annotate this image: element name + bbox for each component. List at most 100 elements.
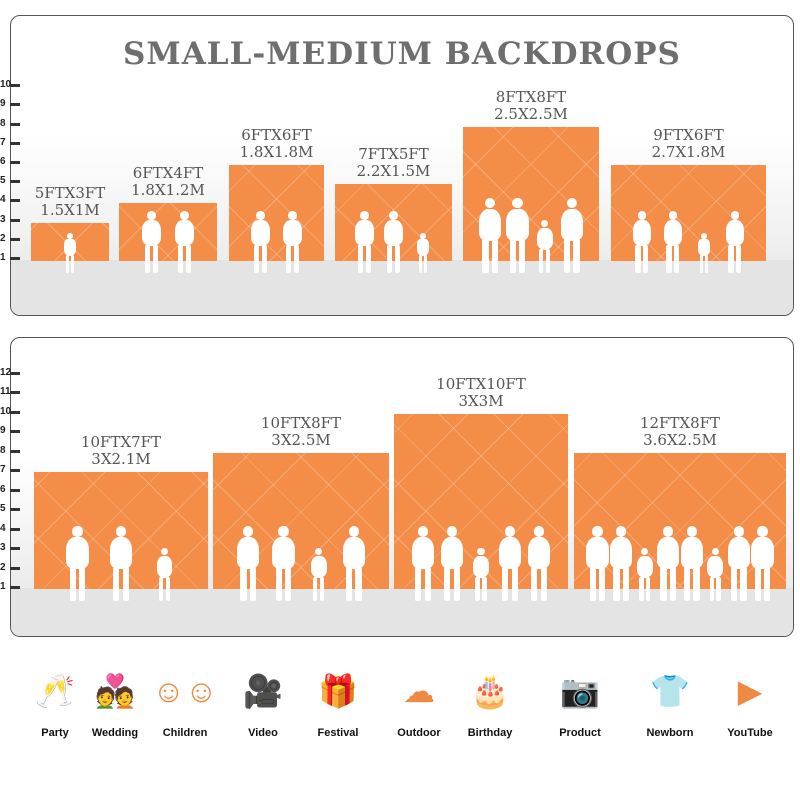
size-meters: 1.8X1.8M [239, 143, 314, 161]
person-silhouette [727, 526, 751, 601]
size-feet: 6FTX6FT [241, 126, 312, 144]
backdrop-size-label: 8FTX8FT 2.5X2.5M [453, 88, 609, 123]
person-silhouette [632, 211, 652, 273]
tick-label: 9 [0, 425, 6, 436]
person-silhouette [663, 211, 683, 273]
person-silhouette [725, 211, 745, 273]
size-feet: 5FTX3FT [34, 183, 106, 202]
backdrop-size-box [574, 452, 786, 601]
tick-label: 2 [0, 561, 6, 573]
panel-title: SMALL-MEDIUM BACKDROPS [123, 36, 681, 72]
tick-label: 5 [0, 175, 6, 187]
tick-label: 3 [0, 213, 6, 225]
tick-label: 1 [0, 581, 6, 592]
usage-label: YouTube [727, 727, 773, 739]
height-tick: 3 [0, 213, 20, 225]
cheers-glasses-icon: 🥂 [35, 673, 75, 709]
person-silhouette [272, 526, 295, 601]
size-feet: 9FTX6FT [653, 126, 724, 144]
size-meters: 2.7X1.8M [651, 143, 726, 161]
size-feet: 10FTX10FT [436, 374, 526, 393]
backdrop-size-box [213, 452, 389, 601]
person-silhouette [440, 526, 464, 601]
person-silhouette [707, 548, 724, 601]
tick-label: 4 [0, 194, 6, 206]
usage-party: 🥂 Party [20, 665, 90, 739]
tick-label: 4 [0, 522, 6, 534]
person-silhouette [310, 548, 327, 601]
tick-label: 12 [0, 366, 12, 378]
tick-label: 7 [0, 136, 6, 148]
height-tick: 7 [0, 136, 20, 148]
person-silhouette [506, 197, 529, 273]
children-faces-icon: ☺☺ [152, 673, 218, 709]
height-tick: 5 [0, 503, 20, 514]
person-silhouette [609, 526, 633, 601]
size-feet: 10FTX8FT [260, 413, 342, 432]
person-silhouette [175, 210, 194, 273]
usage-label: Outdoor [397, 727, 441, 739]
person-silhouette [698, 233, 710, 273]
size-feet: 7FTX5FT [358, 145, 429, 164]
cloud-icon: ☁ [403, 673, 435, 709]
backdrop-size-label: 10FTX10FT 3X3M [384, 374, 578, 410]
size-meters: 1.5X1M [40, 200, 100, 219]
tick-label: 5 [0, 503, 6, 514]
person-silhouette [751, 526, 774, 601]
backdrop-size-box [34, 472, 208, 601]
backdrop-size-box [394, 413, 568, 601]
height-tick: 6 [0, 157, 20, 167]
large-backdrops-panel: 10FTX7FT 3X2.1M 10FTX8FT 3X2.5M 10FTX10FT 3X3… [10, 337, 794, 637]
usage-label: Party [41, 727, 69, 739]
person-silhouette [236, 526, 260, 601]
size-meters: 1.8X1.2M [131, 181, 205, 200]
backdrop-size-label: 6FTX4FT 1.8X1.2M [109, 165, 227, 199]
birthday-cake-icon: 🎂 [470, 673, 510, 709]
person-silhouette [560, 197, 584, 273]
height-tick: 1 [0, 252, 20, 263]
size-feet: 12FTX8FT [639, 413, 721, 432]
backdrop-size-box [463, 126, 599, 273]
usage-label: Product [559, 727, 601, 739]
person-silhouette [636, 548, 653, 601]
usage-label: Video [248, 727, 278, 739]
height-tick: 5 [0, 175, 20, 187]
person-silhouette [586, 526, 609, 601]
height-tick: 12 [0, 366, 20, 378]
person-silhouette [109, 526, 133, 601]
size-meters: 3X2.5M [271, 430, 331, 449]
tick-label: 11 [0, 386, 11, 397]
play-button-icon: ▶ [737, 673, 763, 709]
size-meters: 2.5X2.5M [494, 104, 568, 123]
height-tick: 8 [0, 444, 20, 456]
person-silhouette [251, 211, 270, 273]
tick-label: 10 [0, 79, 12, 91]
height-tick: 4 [0, 522, 20, 534]
person-silhouette [354, 210, 374, 273]
person-silhouette [536, 219, 553, 273]
usage-video: 🎥 Video [228, 665, 298, 739]
person-silhouette [283, 211, 302, 273]
backdrop-size-label: 10FTX8FT 3X2.5M [203, 413, 399, 449]
size-meters: 3.6X2.5M [643, 430, 717, 449]
backdrop-size-label: 6FTX6FT 1.8X1.8M [219, 127, 334, 161]
usage-label: Festival [317, 727, 359, 739]
small-medium-backdrops-panel: SMALL-MEDIUM BACKDROPS 5FTX3FT 1.5X1M 6FTX… [10, 15, 794, 316]
person-silhouette [156, 548, 173, 601]
usage-label: Newborn [646, 727, 694, 739]
size-meters: 2.2X1.5M [356, 162, 431, 181]
tick-label: 1 [0, 252, 6, 263]
usage-festival: 🎁 Festival [303, 665, 373, 739]
person-silhouette [680, 526, 704, 601]
height-tick: 4 [0, 194, 20, 206]
tick-label: 9 [0, 98, 6, 110]
tick-label: 7 [0, 464, 6, 475]
person-silhouette [384, 210, 403, 273]
video-camera-icon: 🎥 [243, 673, 283, 709]
backdrop-size-box [229, 165, 324, 273]
baby-onesie-icon: 👕 [650, 673, 690, 709]
tick-label: 8 [0, 117, 6, 129]
tick-label: 8 [0, 444, 6, 456]
backdrop-size-label: 5FTX3FT 1.5X1M [21, 183, 119, 219]
person-silhouette [66, 526, 89, 601]
